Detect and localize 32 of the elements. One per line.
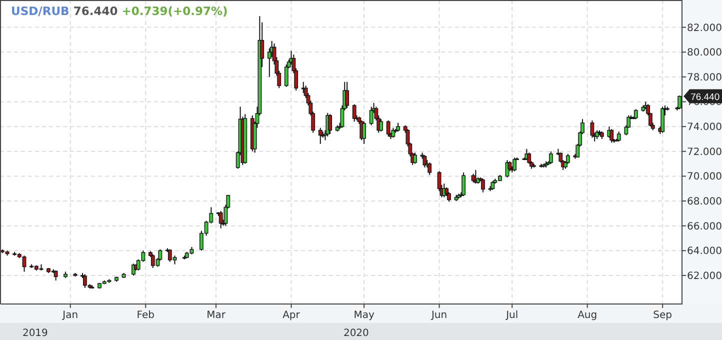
x-tick-label: Mar <box>206 310 226 321</box>
x-tick-label: Jan <box>62 310 78 321</box>
x-tick-label: Jul <box>505 310 518 321</box>
candlestick <box>413 152 417 164</box>
candlestick <box>328 114 332 135</box>
text: 2019 <box>22 328 48 339</box>
x-tick-label: Sep <box>653 310 672 321</box>
y-tick-label: 62.000 <box>687 270 722 282</box>
y-tick-label: 74.000 <box>687 122 722 134</box>
annotation: 76.440 <box>690 92 720 103</box>
y-tick-label: 78.000 <box>687 72 722 84</box>
candlestick <box>428 162 432 176</box>
y-tick-label: 72.000 <box>687 146 722 158</box>
x-tick-label: Feb <box>136 310 154 321</box>
y-tick-label: 66.000 <box>687 221 722 232</box>
candlestick <box>362 121 366 144</box>
candlestick <box>54 270 58 281</box>
chart-title: USD/RUB <box>11 4 70 18</box>
x-tick-label: Aug <box>578 310 598 321</box>
y-tick-label: 64.000 <box>687 246 722 258</box>
candlestick <box>379 118 383 132</box>
x-tick-label: May <box>354 310 374 321</box>
y-tick-label: 68.000 <box>687 196 722 208</box>
x-tick-label: Apr <box>282 310 301 321</box>
y-tick-label: 80.000 <box>687 48 722 59</box>
candlestick <box>345 81 350 108</box>
text: 2020 <box>343 328 369 339</box>
candlestick <box>548 150 553 164</box>
chart-subtitle: 76.440 +0.739(+0.97%) <box>69 4 228 18</box>
y-tick-label: 70.000 <box>687 172 722 183</box>
y-tick-label: 82.000 <box>687 22 722 34</box>
x-tick-label: Jun <box>430 310 448 321</box>
